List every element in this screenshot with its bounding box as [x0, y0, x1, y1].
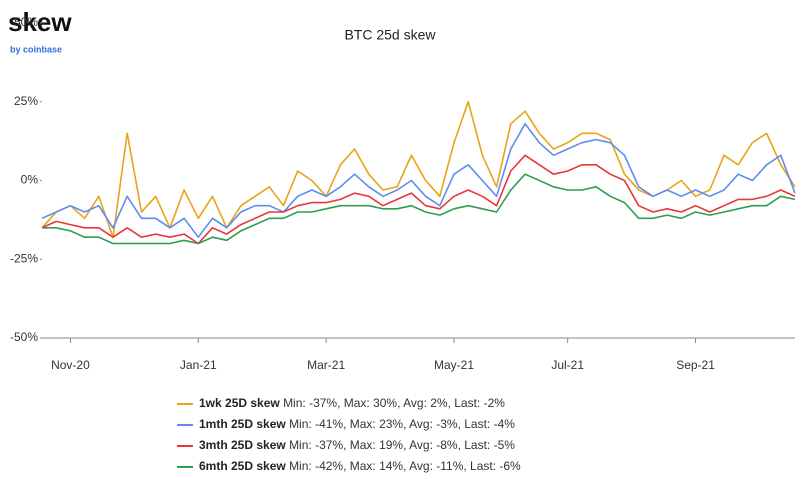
logo: skew	[8, 7, 72, 37]
legend-name: 1mth 25D skew	[199, 417, 286, 431]
legend-entry: 1mth 25D skew Min: -41%, Max: 23%, Avg: …	[199, 417, 515, 431]
x-tick-label: Jan-21	[180, 358, 217, 372]
legend-stats: Min: -41%, Max: 23%, Avg: -3%, Last: -4%	[289, 417, 515, 431]
y-tick-label: -50%	[10, 330, 38, 344]
x-tick-label: Nov-20	[51, 358, 90, 372]
x-tick-label: May-21	[434, 358, 474, 372]
chart-title: BTC 25d skew	[344, 27, 436, 43]
series-line	[42, 173, 796, 245]
series-line	[41, 154, 796, 245]
y-tick-label: 0%	[21, 173, 39, 187]
y-tick-label: 25%	[14, 94, 38, 108]
y-tick-label: -25%	[10, 251, 38, 265]
legend-entry: 3mth 25D skew Min: -37%, Max: 19%, Avg: …	[199, 438, 515, 452]
legend-stats: Min: -42%, Max: 14%, Avg: -11%, Last: -6…	[289, 459, 521, 473]
y-tick-label: 50%	[14, 15, 38, 29]
legend-name: 1wk 25D skew	[199, 396, 280, 410]
series-line	[41, 101, 796, 238]
legend-stats: Min: -37%, Max: 19%, Avg: -8%, Last: -5%	[289, 438, 515, 452]
legend-name: 6mth 25D skew	[199, 459, 286, 473]
logo-sub: by coinbase	[10, 44, 62, 54]
legend-entry: 1wk 25D skew Min: -37%, Max: 30%, Avg: 2…	[199, 396, 505, 410]
x-tick-label: Sep-21	[676, 358, 715, 372]
legend-entry: 6mth 25D skew Min: -42%, Max: 14%, Avg: …	[199, 459, 521, 473]
x-tick-label: Mar-21	[307, 358, 345, 372]
series-line	[41, 123, 796, 238]
legend-stats: Min: -37%, Max: 30%, Avg: 2%, Last: -2%	[283, 396, 505, 410]
legend-name: 3mth 25D skew	[199, 438, 286, 452]
x-tick-label: Jul-21	[551, 358, 584, 372]
